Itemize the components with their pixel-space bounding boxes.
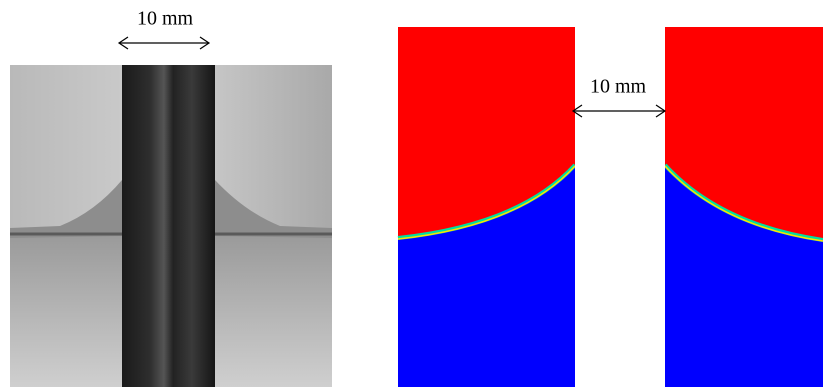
figure: 10 mm 10 mm	[0, 0, 823, 387]
rod	[122, 65, 215, 387]
scale-left: 10 mm	[119, 8, 209, 49]
photo-panel	[10, 65, 332, 387]
scale-label: 10 mm	[137, 8, 194, 30]
scale-label: 10 mm	[590, 76, 647, 98]
